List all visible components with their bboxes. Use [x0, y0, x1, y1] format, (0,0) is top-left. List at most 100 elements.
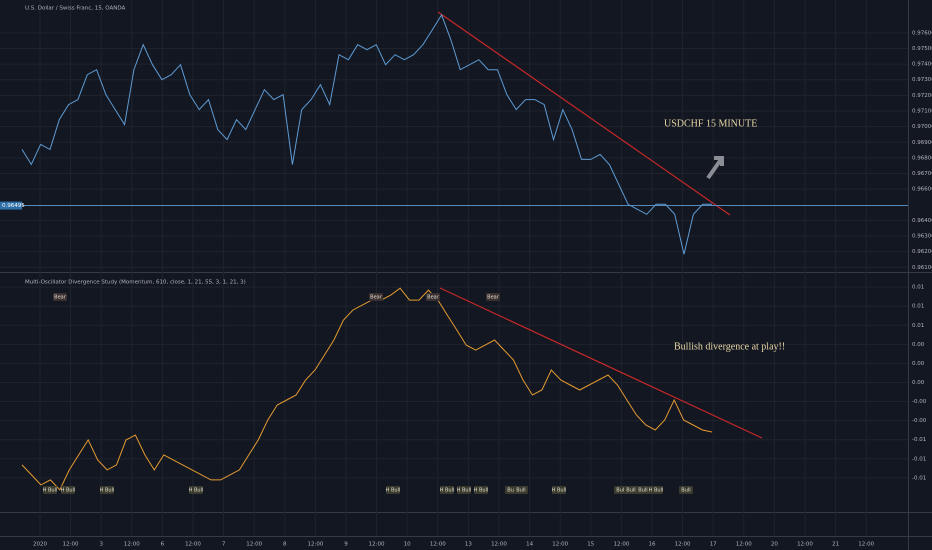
signal-label: H Bull	[61, 488, 76, 494]
x-tick-label: 12:00	[736, 542, 752, 548]
y-tick-label: -0.00	[912, 418, 927, 424]
signal-label: Bull	[507, 488, 516, 494]
signal-box	[474, 486, 488, 494]
x-tick-label: 20	[771, 542, 778, 548]
signal-label: Bear	[427, 295, 440, 301]
x-tick-label: 6	[161, 542, 165, 548]
x-tick-label: 17	[710, 542, 717, 548]
x-tick-label: 12:00	[613, 542, 629, 548]
chart-title: Multi-Oscillator Divergence Study (Momen…	[25, 280, 246, 286]
y-tick-label: -0.01	[912, 475, 926, 481]
signal-box	[61, 486, 75, 494]
signal-label: Bull	[626, 488, 635, 494]
x-tick-label: 12:00	[797, 542, 813, 548]
signal-box	[552, 486, 566, 494]
x-tick-label: 12:00	[63, 542, 79, 548]
arrow	[706, 156, 724, 180]
signal-label: Bull	[516, 488, 525, 494]
x-tick-label: 12:00	[552, 542, 568, 548]
y-tick-label: 0.01	[912, 323, 924, 329]
signal-box	[426, 293, 440, 301]
price-line	[21, 13, 712, 255]
price-label-box	[0, 201, 22, 210]
x-tick-label: 15	[587, 542, 594, 548]
signal-label: Bear	[487, 295, 500, 301]
x-tick-label: 12:00	[675, 542, 691, 548]
y-tick-label: -0.00	[912, 399, 927, 405]
price-label: 0.96495	[2, 203, 25, 209]
y-tick-label: 0.00	[912, 380, 925, 386]
annotation: USDCHF 15 MINUTE	[664, 118, 757, 129]
y-tick-label: 0.01	[912, 304, 924, 310]
signal-label: H Bull	[386, 488, 401, 494]
y-tick-label: 0.00	[912, 342, 925, 348]
signal-label: H Bull	[552, 488, 567, 494]
x-tick-label: 2020	[33, 542, 47, 548]
x-tick-label: 3	[99, 542, 103, 548]
x-tick-label: 12:00	[307, 542, 323, 548]
chart-title: U.S. Dollar / Swiss Franc, 15, OANDA	[25, 6, 126, 12]
x-tick-label: 12:00	[124, 542, 140, 548]
x-tick-label: 12:00	[369, 542, 385, 548]
signal-label: H Bull	[100, 488, 115, 494]
x-tick-label: 14	[526, 542, 533, 548]
x-tick-label: 13	[465, 542, 472, 548]
signal-label: H Bull	[457, 488, 472, 494]
signal-label: H Bull	[189, 488, 204, 494]
x-tick-label: 16	[649, 542, 656, 548]
x-tick-label: 10	[404, 542, 411, 548]
signal-box	[486, 293, 500, 301]
x-tick-label: 21	[832, 542, 839, 548]
y-tick-label: -0.01	[912, 437, 926, 443]
trend-line	[439, 287, 763, 439]
y-tick-label: 0.00	[912, 361, 925, 367]
signal-box	[514, 486, 528, 494]
signal-label: H Bull	[440, 488, 455, 494]
signal-box	[636, 486, 650, 494]
x-tick-label: 12:00	[246, 542, 262, 548]
x-tick-label: 8	[283, 542, 287, 548]
y-tick-label: 0.01	[912, 285, 924, 291]
signal-box	[53, 293, 67, 301]
signal-label: H Bull	[649, 488, 664, 494]
x-tick-label: 9	[344, 542, 348, 548]
price-line	[21, 287, 713, 491]
signal-box	[43, 486, 57, 494]
x-tick-label: 12:00	[491, 542, 507, 548]
signal-label: Bull	[638, 488, 647, 494]
x-tick-label: 7	[222, 542, 226, 548]
signal-label: H Bull	[474, 488, 489, 494]
signal-label: Bear	[370, 295, 383, 301]
signal-box	[189, 486, 203, 494]
signal-label: Bull	[681, 488, 690, 494]
annotation: Bullish divergence at play!!	[674, 341, 785, 352]
signal-label: Bear	[54, 295, 67, 301]
signal-box	[369, 293, 383, 301]
signal-box	[649, 486, 663, 494]
signal-box	[624, 486, 638, 494]
signal-label: H Bull	[43, 488, 58, 494]
trend-line	[437, 11, 731, 216]
signal-box	[679, 486, 693, 494]
signal-box	[386, 486, 400, 494]
signal-box	[100, 486, 114, 494]
signal-box	[457, 486, 471, 494]
y-tick-label: -0.01	[912, 456, 926, 462]
signal-label: Bull	[616, 488, 625, 494]
